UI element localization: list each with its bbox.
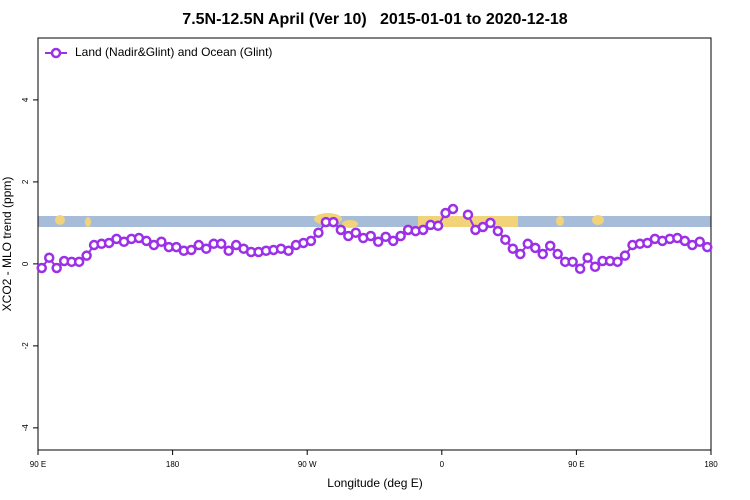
point xyxy=(432,220,444,232)
point xyxy=(500,234,511,245)
land xyxy=(418,216,518,227)
y-tick-label: -4 xyxy=(21,424,30,432)
point xyxy=(544,240,556,252)
point xyxy=(447,203,459,215)
ocean-band xyxy=(38,216,711,227)
point xyxy=(537,248,548,260)
point xyxy=(51,262,62,274)
point xyxy=(679,235,691,247)
y-tick-label: 4 xyxy=(21,97,30,102)
point xyxy=(574,263,586,275)
point xyxy=(81,250,92,261)
point xyxy=(515,248,526,260)
land xyxy=(85,217,91,227)
point xyxy=(552,248,563,260)
x-tick-label: 180 xyxy=(704,460,718,469)
point xyxy=(73,256,85,268)
point xyxy=(283,245,294,257)
point xyxy=(43,252,55,263)
point xyxy=(387,235,399,247)
point xyxy=(702,241,713,253)
point xyxy=(589,261,601,273)
point xyxy=(642,237,653,249)
x-tick-label: 90 E xyxy=(30,460,46,469)
point xyxy=(156,236,167,247)
x-axis-label: Longitude (deg E) xyxy=(327,476,422,490)
point xyxy=(477,221,489,233)
map-strip xyxy=(38,213,711,228)
point xyxy=(417,224,429,236)
y-tick-label: -2 xyxy=(21,342,30,350)
chart-title: 7.5N-12.5N April (Ver 10) 2015-01-01 to … xyxy=(182,11,567,28)
y-axis-label: XCO2 - MLO trend (ppm) xyxy=(0,177,14,312)
x-tick-label: 0 xyxy=(440,460,445,469)
point xyxy=(201,243,212,254)
legend-label: Land (Nadir&Glint) and Ocean (Glint) xyxy=(75,45,272,59)
point xyxy=(612,256,623,268)
point xyxy=(380,231,391,243)
point xyxy=(395,230,406,242)
point xyxy=(350,227,362,238)
point xyxy=(305,235,317,247)
point xyxy=(328,216,339,228)
land xyxy=(556,216,564,226)
point xyxy=(462,209,474,220)
point xyxy=(582,252,593,263)
point xyxy=(36,262,47,274)
x-tick-label: 90 W xyxy=(298,460,317,469)
point xyxy=(440,207,451,219)
point xyxy=(507,243,519,254)
y-tick-label: 0 xyxy=(21,261,30,266)
point xyxy=(365,230,377,242)
point xyxy=(186,244,197,256)
point xyxy=(485,217,496,229)
land xyxy=(55,215,65,225)
x-tick-label: 90 E xyxy=(568,460,584,469)
land xyxy=(592,215,604,225)
land xyxy=(342,220,358,228)
point xyxy=(694,236,706,247)
point xyxy=(103,237,115,249)
point xyxy=(567,256,578,268)
point xyxy=(492,225,504,237)
point xyxy=(372,236,384,247)
point xyxy=(335,224,347,236)
point xyxy=(215,238,227,250)
legend-marker xyxy=(50,47,62,59)
point xyxy=(141,235,152,247)
y-tick-label: 2 xyxy=(21,179,30,184)
point xyxy=(619,250,631,261)
point xyxy=(530,242,541,254)
point xyxy=(522,238,534,250)
x-tick-label: 180 xyxy=(166,460,180,469)
point xyxy=(223,245,234,257)
point xyxy=(313,227,324,238)
